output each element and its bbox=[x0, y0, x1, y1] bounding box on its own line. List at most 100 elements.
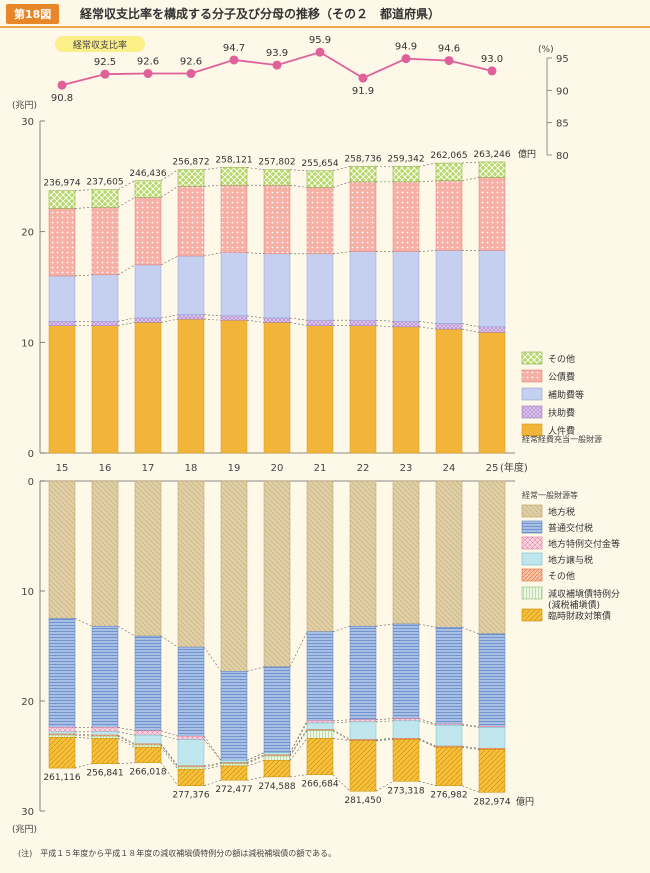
bottom-legend-label: 臨時財政対策債 bbox=[548, 610, 611, 622]
bottom-bar-segment bbox=[306, 480, 334, 632]
bottom-legend-label: 普通交付税 bbox=[548, 522, 593, 534]
top-bar-segment bbox=[263, 317, 291, 323]
bottom-connector bbox=[246, 776, 265, 781]
top-connector bbox=[160, 255, 179, 266]
top-bar-segment bbox=[48, 208, 76, 277]
bottom-legend-swatch bbox=[521, 552, 543, 566]
ratio-tick-label: 80 bbox=[556, 151, 569, 162]
bottom-legend-swatch bbox=[521, 568, 543, 582]
bottom-connector bbox=[246, 760, 265, 767]
bottom-bar-segment bbox=[48, 734, 76, 738]
top-bar-segment bbox=[91, 321, 119, 326]
top-bar-segment bbox=[263, 184, 291, 255]
top-bar-segment bbox=[263, 322, 291, 454]
top-connector bbox=[117, 317, 136, 322]
bottom-connector bbox=[74, 618, 93, 627]
bottom-connector bbox=[117, 738, 136, 748]
bottom-bar-segment bbox=[134, 730, 162, 736]
top-legend-label: 公債費 bbox=[548, 371, 575, 383]
bottom-bar-segment bbox=[478, 633, 506, 727]
top-bar-segment bbox=[48, 275, 76, 322]
ratio-point bbox=[100, 69, 110, 79]
bottom-connector bbox=[117, 735, 136, 746]
bottom-legend-label: 地方譲与税 bbox=[548, 554, 593, 566]
bottom-connector bbox=[289, 730, 308, 757]
bottom-connector bbox=[289, 774, 308, 778]
bottom-bar-segment bbox=[392, 720, 420, 739]
bottom-bar-segment bbox=[306, 722, 334, 730]
bottom-bar-segment bbox=[91, 727, 119, 733]
bottom-bar-segment bbox=[478, 749, 506, 793]
bottom-bar-segment bbox=[220, 760, 248, 763]
bottom-y-tick-label: 20 bbox=[21, 697, 34, 708]
top-y-unit: (兆円) bbox=[12, 100, 37, 111]
bottom-bar-segment bbox=[134, 744, 162, 748]
top-connector bbox=[160, 318, 179, 323]
bottom-connector bbox=[203, 646, 222, 672]
top-total-label: 236,974 bbox=[43, 179, 80, 189]
top-total-label: 259,342 bbox=[387, 154, 424, 164]
top-bar-segment bbox=[306, 253, 334, 321]
x-category-label: 15 bbox=[56, 463, 69, 474]
top-connector bbox=[160, 186, 179, 198]
bottom-connector bbox=[160, 762, 179, 786]
bottom-connector bbox=[418, 720, 437, 726]
ratio-value-label: 90.8 bbox=[51, 93, 73, 104]
top-connector bbox=[461, 177, 480, 182]
ratio-point bbox=[272, 60, 282, 70]
ratio-point bbox=[401, 54, 411, 64]
bottom-legend-label: 減収補塡債特例分(減税補塡債) bbox=[548, 588, 620, 611]
top-x-unit: (年度) bbox=[500, 461, 528, 474]
top-bar-segment bbox=[392, 166, 420, 183]
bottom-connector bbox=[461, 723, 480, 727]
bottom-connector bbox=[418, 781, 437, 786]
bottom-bar-segment bbox=[134, 734, 162, 745]
ratio-value-label: 91.9 bbox=[352, 86, 374, 97]
top-connector bbox=[418, 180, 437, 183]
ratio-point bbox=[229, 55, 239, 65]
ratio-point bbox=[487, 66, 497, 76]
ratio-value-label: 92.6 bbox=[180, 57, 202, 68]
x-category-label: 22 bbox=[357, 463, 370, 474]
top-bar-segment bbox=[177, 255, 205, 315]
ratio-point bbox=[143, 69, 153, 79]
bottom-connector bbox=[418, 738, 437, 747]
top-bar-segment bbox=[134, 322, 162, 454]
top-bar-segment bbox=[435, 323, 463, 330]
bottom-connector bbox=[160, 635, 179, 648]
top-bar-segment bbox=[435, 250, 463, 324]
top-bar-segment bbox=[478, 177, 506, 251]
bottom-bar-segment bbox=[392, 623, 420, 719]
top-bar-segment bbox=[220, 184, 248, 253]
top-total-label: 246,436 bbox=[129, 169, 166, 179]
bottom-connector bbox=[117, 734, 136, 745]
top-total-label: 257,802 bbox=[258, 158, 295, 168]
top-bar-segment bbox=[306, 170, 334, 188]
top-connector bbox=[461, 161, 480, 164]
top-bar-segment bbox=[349, 319, 377, 326]
bottom-total-label: 281,450 bbox=[344, 796, 381, 806]
bottom-total-label: 273,318 bbox=[387, 786, 424, 796]
top-bar-segment bbox=[48, 321, 76, 326]
bottom-legend-swatch bbox=[521, 536, 543, 550]
bottom-bar-segment bbox=[91, 738, 119, 764]
bottom-legend-label: 地方税 bbox=[548, 506, 575, 518]
bottom-connector bbox=[74, 737, 93, 739]
top-connector bbox=[332, 166, 351, 172]
bottom-connector bbox=[117, 731, 136, 736]
top-connector bbox=[246, 167, 265, 170]
bottom-total-label: 274,588 bbox=[258, 782, 295, 792]
ratio-value-label: 93.0 bbox=[481, 54, 503, 65]
top-bar-segment bbox=[435, 180, 463, 251]
bottom-bar-segment bbox=[306, 738, 334, 775]
top-total-label: 258,121 bbox=[215, 155, 252, 165]
bottom-bar-segment bbox=[349, 740, 377, 792]
bottom-bar-segment bbox=[349, 719, 377, 723]
bottom-connector bbox=[160, 730, 179, 737]
top-legend-label: 扶助費 bbox=[548, 407, 575, 419]
x-category-label: 21 bbox=[314, 463, 327, 474]
top-connector bbox=[203, 167, 222, 170]
ratio-value-label: 92.5 bbox=[94, 57, 116, 68]
top-bar-segment bbox=[349, 181, 377, 252]
